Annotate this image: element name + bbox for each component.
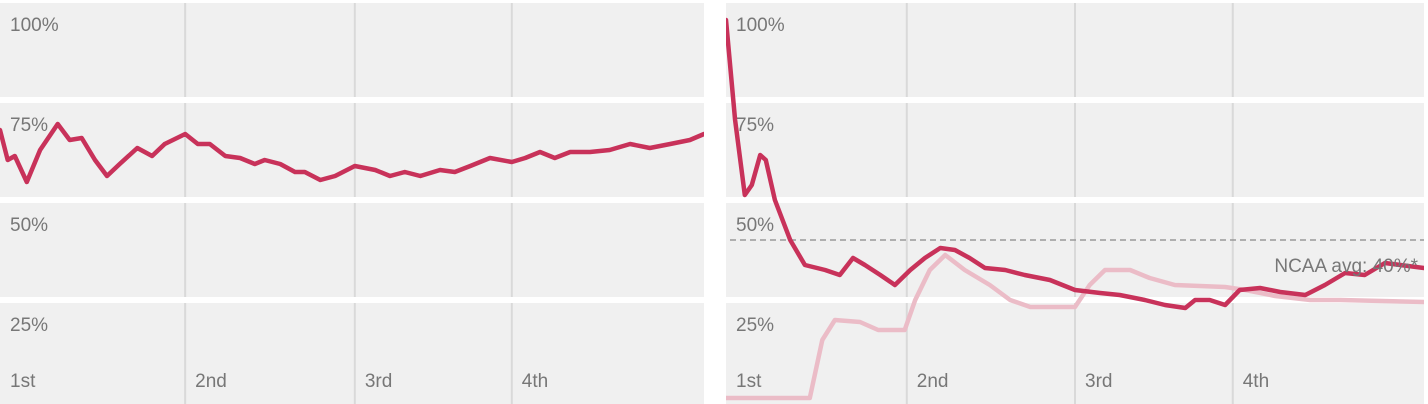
- x-tick-label: 2nd: [195, 371, 227, 392]
- y-tick-label: 100%: [10, 15, 59, 36]
- y-tick-label: 75%: [10, 115, 48, 136]
- x-tick-label: 3rd: [1085, 371, 1112, 392]
- chart-panel: 25% 50% 75% 100% 1st 2nd 3rd 4th: [0, 3, 704, 404]
- x-tick-label: 3rd: [365, 371, 392, 392]
- y-tick-label: 50%: [10, 215, 48, 236]
- x-tick-label: 1st: [736, 371, 762, 392]
- x-tick-label: 4th: [522, 371, 548, 392]
- x-tick-label: 2nd: [917, 371, 949, 392]
- series-line: [0, 121, 704, 185]
- plot-background: [0, 3, 704, 404]
- y-tick-label: 25%: [736, 315, 774, 336]
- series-line: [726, 17, 1424, 311]
- y-tick-label: 50%: [736, 215, 774, 236]
- y-tick-label: 75%: [736, 115, 774, 136]
- x-tick-label: 1st: [10, 371, 36, 392]
- x-tick-label: 4th: [1243, 371, 1269, 392]
- annotation: NCAA avg: 40%*: [1274, 256, 1418, 277]
- chart-panel: 25% 50% 75% 100% 1st 2nd 3rd 4th NCAA avg: 40%*: [726, 3, 1424, 404]
- y-tick-label: 25%: [10, 315, 48, 336]
- y-tick-label: 100%: [736, 15, 785, 36]
